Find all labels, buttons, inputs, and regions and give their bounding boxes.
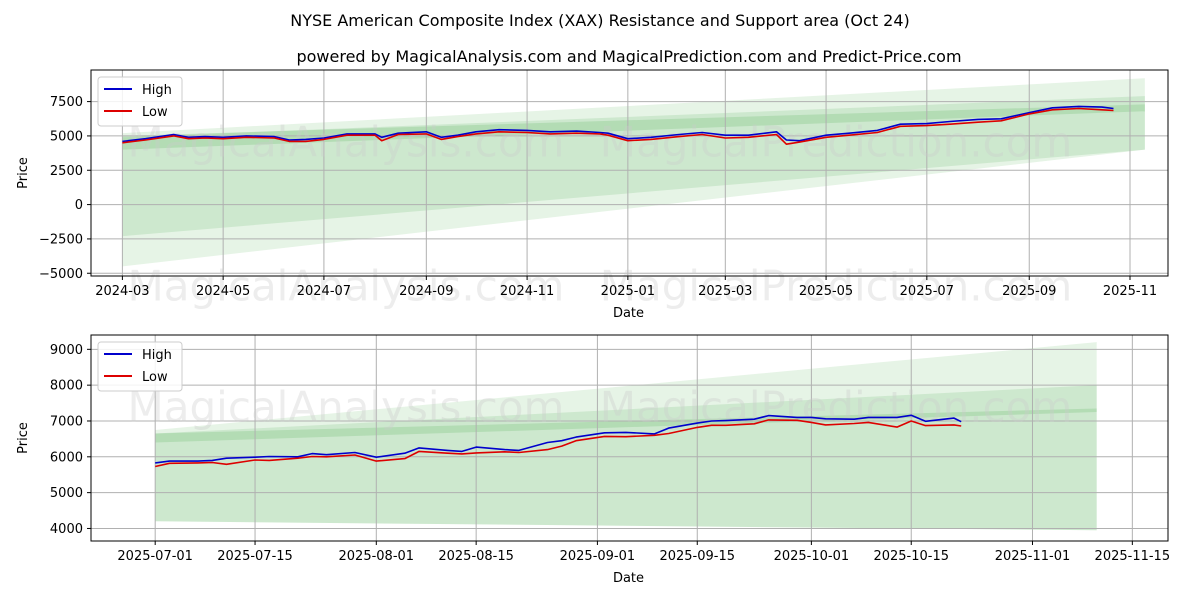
legend: High Low	[97, 341, 183, 392]
x-tick-label: 2025-11	[1103, 284, 1157, 299]
watermark-text: MagicalPrediction.com	[600, 383, 1073, 432]
y-tick-label: 7500	[50, 95, 83, 110]
x-tick-label: 2025-07-01	[117, 549, 193, 564]
watermark-text: MagicalAnalysis.com	[128, 383, 565, 432]
y-tick-label: 2500	[50, 164, 83, 179]
band-resistance-support-core	[155, 408, 1097, 443]
y-tick-label: 5000	[50, 129, 83, 144]
legend: High Low	[97, 76, 183, 127]
y-tick-label: 9000	[50, 343, 83, 358]
legend-label-low: Low	[142, 105, 168, 120]
x-tick-label: 2025-10-01	[774, 549, 850, 564]
x-tick-label: 2024-03	[95, 284, 149, 299]
y-tick-label: 4000	[50, 522, 83, 537]
watermark-text: MagicalPrediction.com	[600, 262, 1073, 311]
y-axis-title: Price	[16, 422, 31, 454]
x-tick-label: 2025-11-01	[995, 549, 1071, 564]
watermark-text: MagicalAnalysis.com	[128, 118, 565, 167]
legend-label-low: Low	[142, 370, 168, 385]
panel-zoomed: MagicalAnalysis.com MagicalPrediction.com…	[16, 334, 1171, 586]
axes-frame	[90, 334, 1169, 542]
x-axis-title: Date	[613, 306, 644, 321]
x-tick-label: 2025-03	[698, 284, 752, 299]
chart-title: NYSE American Composite Index (XAX) Resi…	[290, 11, 910, 30]
axes-frame	[90, 69, 1169, 277]
legend-label-high: High	[142, 348, 172, 363]
y-tick-label: 8000	[50, 379, 83, 394]
x-tick-label: 2025-09	[1002, 284, 1056, 299]
x-tick-label: 2025-09-15	[659, 549, 735, 564]
y-tick-label: 5000	[50, 486, 83, 501]
y-tick-label: 0	[75, 198, 83, 213]
legend-label-high: High	[142, 83, 172, 98]
x-tick-label: 2025-08-15	[438, 549, 514, 564]
chart-subtitle: powered by MagicalAnalysis.com and Magic…	[296, 47, 961, 66]
y-tick-label: 6000	[50, 450, 83, 465]
x-tick-label: 2025-07	[900, 284, 954, 299]
x-tick-label: 2025-07-15	[217, 549, 293, 564]
x-tick-label: 2024-05	[196, 284, 250, 299]
x-tick-label: 2024-07	[297, 284, 351, 299]
series-line-high	[155, 414, 962, 464]
series-line-high	[122, 105, 1114, 143]
y-tick-label: 7000	[50, 414, 83, 429]
x-tick-label: 2025-08-01	[339, 549, 415, 564]
y-tick-label: −2500	[39, 232, 83, 247]
x-axis-title: Date	[613, 571, 644, 586]
x-tick-label: 2025-05	[799, 284, 853, 299]
x-tick-label: 2024-11	[500, 284, 554, 299]
watermark-text: MagicalAnalysis.com	[128, 262, 565, 311]
y-axis-title: Price	[16, 157, 31, 189]
series-line-low	[155, 419, 962, 468]
x-tick-label: 2025-11-15	[1095, 549, 1171, 564]
band-resistance-support-inner	[122, 96, 1145, 237]
band-resistance-support-outer	[122, 78, 1145, 267]
y-tick-label: −5000	[39, 267, 83, 282]
series-line-low	[122, 107, 1114, 145]
panel-full-range: MagicalAnalysis.com MagicalPrediction.com…	[16, 69, 1169, 321]
x-tick-label: 2025-09-01	[560, 549, 636, 564]
watermark-text: MagicalPrediction.com	[600, 118, 1073, 167]
x-tick-label: 2025-01	[601, 284, 655, 299]
x-tick-label: 2025-10-15	[873, 549, 949, 564]
x-tick-label: 2024-09	[399, 284, 453, 299]
